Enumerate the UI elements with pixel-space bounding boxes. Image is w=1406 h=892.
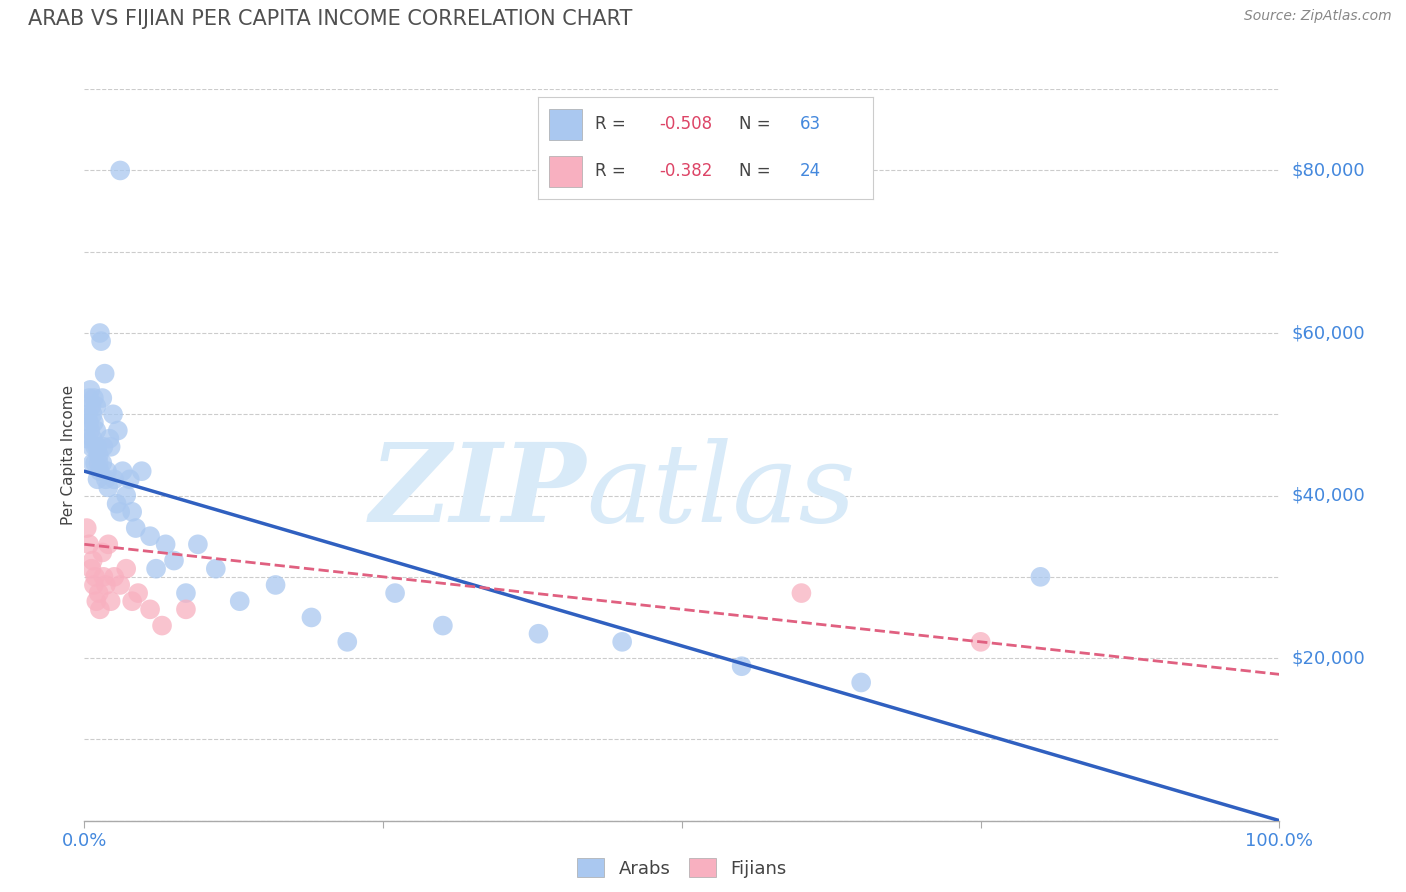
Point — [83, 391, 105, 405]
Point — [87, 456, 110, 470]
Point — [87, 586, 110, 600]
Point — [91, 545, 114, 559]
Point — [110, 578, 132, 592]
Y-axis label: Per Capita Income: Per Capita Income — [60, 384, 76, 525]
Point — [79, 383, 101, 397]
Point — [155, 537, 177, 551]
Point — [86, 472, 108, 486]
Point — [139, 529, 162, 543]
Point — [93, 440, 115, 454]
Point — [87, 448, 110, 462]
Point — [110, 163, 132, 178]
Point — [110, 505, 132, 519]
Point — [121, 594, 143, 608]
Point — [187, 537, 209, 551]
Point — [89, 602, 111, 616]
Point — [150, 618, 173, 632]
Point — [94, 578, 117, 592]
Point — [80, 440, 103, 454]
Point — [103, 472, 125, 486]
Point — [98, 432, 121, 446]
Point — [336, 635, 359, 649]
Point — [131, 464, 153, 478]
Point — [77, 416, 100, 430]
Point — [100, 440, 122, 454]
Point — [174, 586, 197, 600]
Point — [91, 391, 114, 405]
Point — [82, 553, 104, 567]
Point — [125, 521, 148, 535]
Point — [103, 570, 125, 584]
Point — [84, 570, 107, 584]
Point — [97, 480, 120, 494]
Point — [97, 537, 120, 551]
Point — [93, 570, 115, 584]
Point — [115, 489, 138, 503]
Point — [790, 586, 813, 600]
Point — [83, 578, 105, 592]
Point — [849, 675, 872, 690]
Point — [145, 562, 167, 576]
Point — [118, 472, 141, 486]
Point — [84, 456, 107, 470]
Point — [79, 424, 101, 438]
Text: ZIP: ZIP — [370, 438, 586, 545]
Text: $60,000: $60,000 — [1291, 324, 1365, 342]
Text: $20,000: $20,000 — [1291, 649, 1365, 667]
Text: $40,000: $40,000 — [1291, 486, 1365, 505]
Point — [1029, 570, 1052, 584]
Point — [115, 562, 138, 576]
Text: ARAB VS FIJIAN PER CAPITA INCOME CORRELATION CHART: ARAB VS FIJIAN PER CAPITA INCOME CORRELA… — [28, 9, 633, 29]
Point — [93, 367, 115, 381]
Point — [731, 659, 754, 673]
Point — [77, 391, 100, 405]
Point — [111, 464, 134, 478]
Point — [80, 562, 103, 576]
Point — [84, 594, 107, 608]
Point — [228, 594, 252, 608]
Point — [84, 424, 107, 438]
Point — [527, 626, 550, 640]
Point — [107, 424, 129, 438]
Point — [90, 334, 112, 348]
Point — [86, 440, 108, 454]
Point — [77, 537, 100, 551]
Point — [80, 399, 103, 413]
Point — [83, 416, 105, 430]
Point — [301, 610, 323, 624]
Point — [121, 505, 143, 519]
Point — [205, 562, 228, 576]
Point — [76, 521, 98, 535]
Point — [89, 326, 111, 340]
Point — [163, 553, 186, 567]
Point — [139, 602, 162, 616]
Point — [82, 456, 104, 470]
Point — [384, 586, 406, 600]
Point — [91, 456, 114, 470]
Point — [94, 472, 117, 486]
Point — [84, 440, 107, 454]
Text: $80,000: $80,000 — [1291, 161, 1365, 179]
Point — [101, 407, 124, 421]
Point — [82, 432, 104, 446]
Point — [105, 497, 128, 511]
Text: atlas: atlas — [586, 438, 856, 545]
Point — [89, 464, 111, 478]
Point — [84, 399, 107, 413]
Point — [264, 578, 287, 592]
Point — [96, 464, 118, 478]
Text: Source: ZipAtlas.com: Source: ZipAtlas.com — [1244, 9, 1392, 23]
Point — [174, 602, 197, 616]
Point — [100, 594, 122, 608]
Point — [970, 635, 993, 649]
Point — [432, 618, 454, 632]
Point — [82, 407, 104, 421]
Point — [76, 432, 98, 446]
Point — [610, 635, 633, 649]
Point — [77, 407, 100, 421]
Legend: Arabs, Fijians: Arabs, Fijians — [569, 851, 794, 885]
Point — [127, 586, 149, 600]
